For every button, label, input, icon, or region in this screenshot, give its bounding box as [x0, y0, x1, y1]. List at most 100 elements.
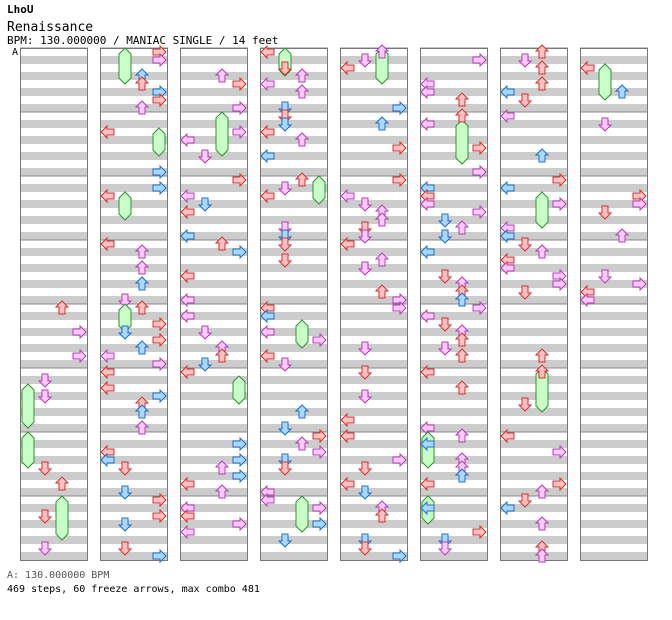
beat-stripe [20, 136, 88, 144]
beat-stripe [260, 248, 328, 256]
beat-stripe [580, 360, 648, 368]
left-arrow [180, 188, 195, 204]
beat-stripe [180, 536, 248, 544]
right-arrow [232, 516, 247, 532]
right-arrow [152, 92, 167, 108]
beat-stripe [420, 248, 488, 256]
beat-stripe [500, 104, 568, 112]
beat-stripe [20, 168, 88, 176]
beat-stripe [100, 104, 168, 112]
right-arrow [232, 100, 247, 116]
left-arrow [340, 476, 355, 492]
beat-stripe [260, 520, 328, 528]
up-arrow [294, 68, 310, 83]
beat-stripe [180, 488, 248, 496]
beat-stripe [420, 392, 488, 400]
right-arrow [472, 140, 487, 156]
beat-stripe [20, 408, 88, 416]
left-arrow [500, 260, 515, 276]
beat-stripe [100, 408, 168, 416]
beat-stripe [260, 88, 328, 96]
up-arrow [374, 284, 390, 299]
beat-stripe [500, 504, 568, 512]
beat-stripe [580, 520, 648, 528]
beat-stripe [20, 424, 88, 432]
beat-stripe [580, 408, 648, 416]
bpm-change-list: A: 130.000000 BPM [7, 570, 110, 581]
beat-stripe [100, 264, 168, 272]
left-arrow [180, 204, 195, 220]
beat-stripe [20, 520, 88, 528]
beat-stripe [20, 328, 88, 336]
beat-stripe [500, 360, 568, 368]
right-arrow [152, 492, 167, 508]
beat-stripe [260, 488, 328, 496]
right-arrow [472, 164, 487, 180]
left-arrow [420, 308, 435, 324]
right-arrow [152, 356, 167, 372]
left-arrow [180, 476, 195, 492]
beat-stripe [100, 136, 168, 144]
beat-stripe [180, 392, 248, 400]
beat-stripe [420, 72, 488, 80]
left-arrow [180, 508, 195, 524]
beat-stripe [580, 232, 648, 240]
beat-stripe [260, 104, 328, 112]
left-arrow [420, 196, 435, 212]
down-arrow [437, 341, 453, 356]
down-arrow [277, 357, 293, 372]
song-title: Renaissance [7, 20, 94, 35]
up-arrow [374, 252, 390, 267]
up-arrow [294, 436, 310, 451]
freeze-arrow [421, 431, 435, 469]
beat-stripe [500, 552, 568, 560]
beat-stripe [340, 264, 408, 272]
beat-stripe [580, 120, 648, 128]
beat-stripe [180, 520, 248, 528]
up-arrow [534, 76, 550, 91]
right-arrow [472, 524, 487, 540]
down-arrow [597, 117, 613, 132]
beat-stripe [420, 56, 488, 64]
down-arrow [117, 517, 133, 532]
up-arrow [294, 84, 310, 99]
up-arrow [454, 348, 470, 363]
beat-stripe [100, 216, 168, 224]
beat-stripe [100, 376, 168, 384]
beat-stripe [180, 312, 248, 320]
up-arrow [134, 404, 150, 419]
beat-stripe [580, 152, 648, 160]
beat-stripe [180, 104, 248, 112]
beat-stripe [340, 104, 408, 112]
beat-stripe [340, 504, 408, 512]
up-arrow [54, 476, 70, 491]
left-arrow [260, 148, 275, 164]
up-arrow [294, 404, 310, 419]
beat-stripe [500, 472, 568, 480]
up-arrow [534, 348, 550, 363]
down-arrow [517, 53, 533, 68]
freeze-arrow [598, 63, 612, 101]
beat-stripe [260, 360, 328, 368]
right-arrow [392, 452, 407, 468]
down-arrow [597, 205, 613, 220]
beat-stripe [260, 216, 328, 224]
right-arrow [312, 516, 327, 532]
beat-stripe [420, 296, 488, 304]
beat-stripe [340, 280, 408, 288]
down-arrow [517, 397, 533, 412]
beat-stripe [180, 232, 248, 240]
beat-stripe [260, 136, 328, 144]
left-arrow [420, 436, 435, 452]
column-frame [340, 48, 408, 561]
beat-stripe [340, 184, 408, 192]
down-arrow [117, 485, 133, 500]
down-arrow [437, 269, 453, 284]
beat-stripe [580, 200, 648, 208]
left-arrow [340, 428, 355, 444]
up-arrow [134, 100, 150, 115]
up-arrow [134, 276, 150, 291]
up-arrow [614, 84, 630, 99]
freeze-arrow [535, 191, 549, 229]
left-arrow [180, 228, 195, 244]
